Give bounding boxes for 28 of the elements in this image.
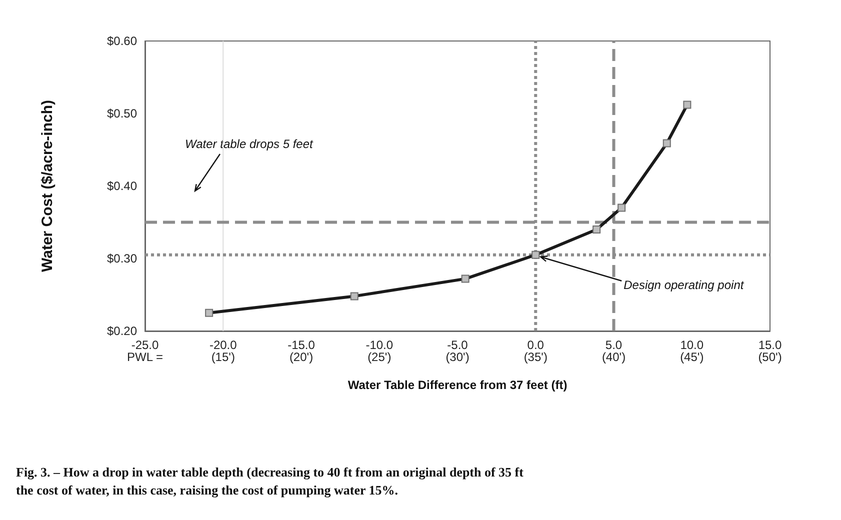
text: (35') (524, 350, 548, 364)
text: (25') (368, 350, 392, 364)
y-tick-label: $0.50 (106, 106, 138, 120)
x-tick-label: -5.0 (447, 338, 468, 352)
annotation: Design operating point (624, 278, 744, 292)
x-tick-label: 0.0 (527, 338, 544, 352)
text: PWL = (127, 350, 163, 364)
y-tick-label: $0.40 (106, 179, 138, 193)
x-tick-label: -20.0 (209, 338, 238, 352)
y-tick-label: $0.30 (106, 252, 138, 266)
text: (40') (602, 350, 626, 364)
x-tick-label: 15.0 (758, 338, 782, 352)
y-tick-label: $0.20 (106, 324, 138, 338)
text: (20') (289, 350, 314, 364)
caption: Fig. 3. – How a drop in water table depth (decreasing to 40 ft from an original depth of 35 ft the cost of water, in this case, raising the cost of pumping water 15%. (16, 464, 524, 498)
text: (50') (758, 350, 782, 364)
text: (15') (211, 350, 235, 364)
annotation: Water table drops 5 feet (185, 137, 314, 151)
x-tick-label: -10.0 (366, 338, 394, 352)
y-tick-label: $0.60 (106, 34, 138, 48)
x-tick-label: 5.0 (605, 338, 622, 352)
text: (30') (446, 350, 470, 364)
text: (45') (680, 350, 704, 364)
x-tick-label: -15.0 (288, 338, 316, 352)
x-tick-label: 10.0 (680, 338, 704, 352)
x-tick-label: -25.0 (131, 338, 159, 352)
x-axis-title: Water Table Difference from 37 feet (ft) (348, 378, 568, 392)
y-axis-title: Water Cost ($/acre-inch) (39, 100, 56, 272)
